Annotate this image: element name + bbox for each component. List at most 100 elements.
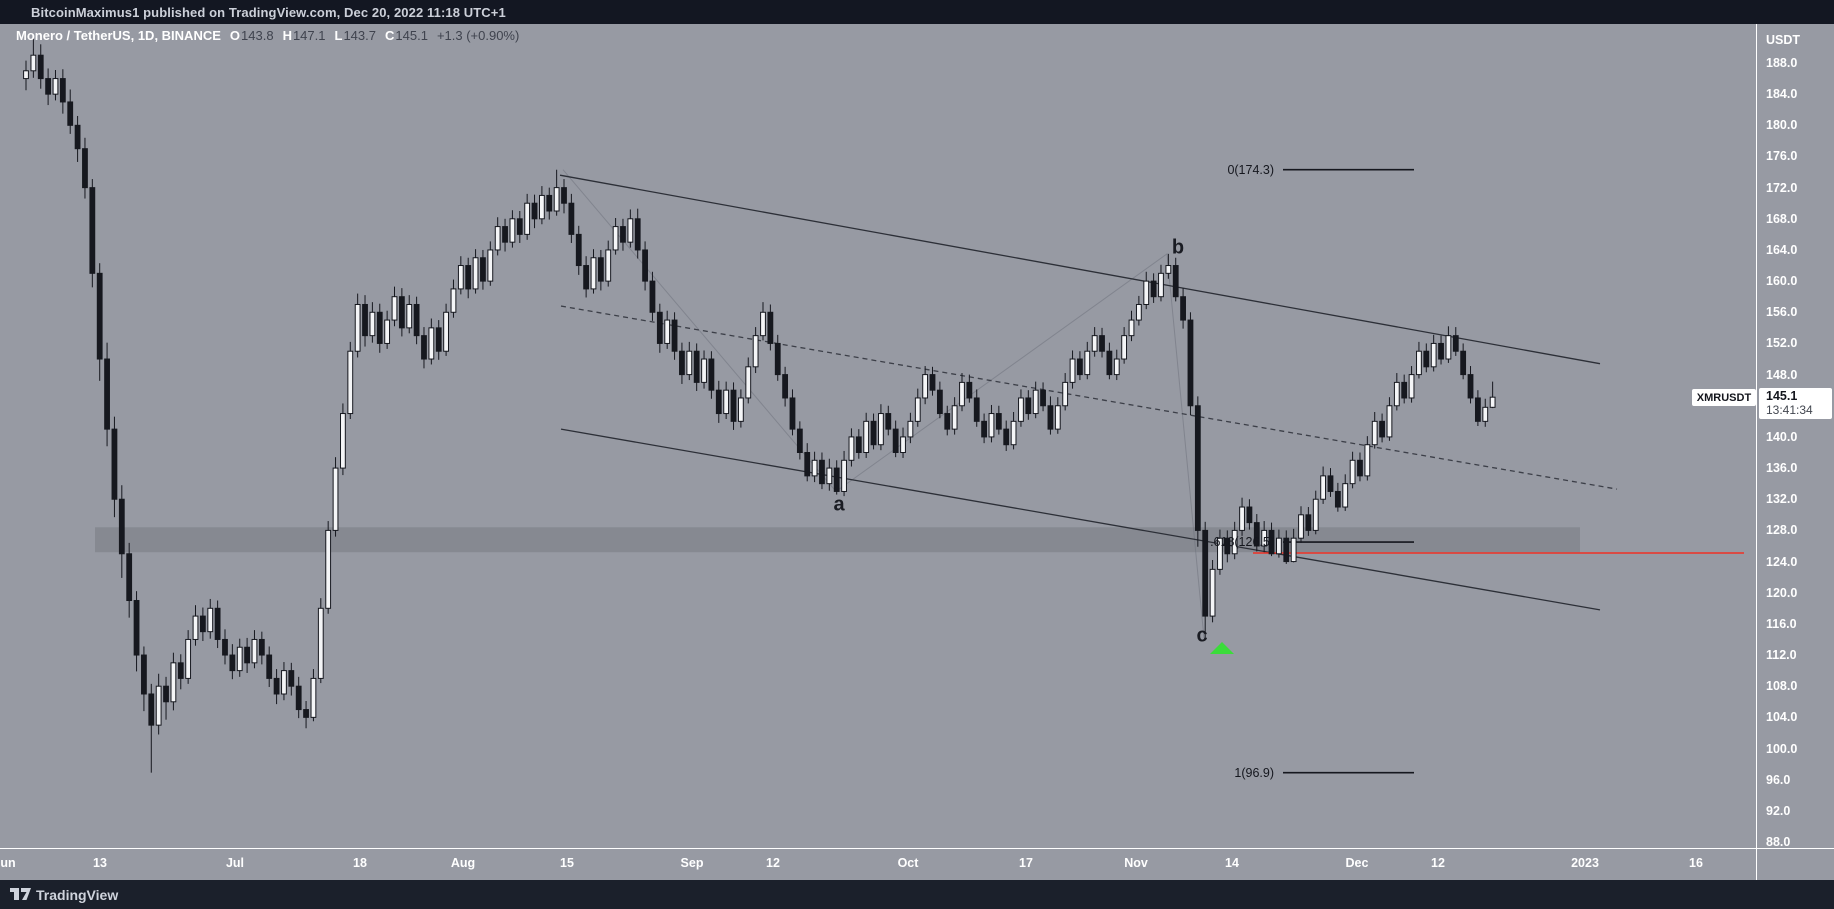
price-axis[interactable]: USDT 188.0 184.0 180.0 176.0 172.0 168.0 164.0… — [1757, 24, 1834, 880]
price-tick-label: 132.0 — [1766, 492, 1798, 507]
candle-body — [1010, 420, 1017, 446]
channel-lower-trendline[interactable] — [560, 428, 1601, 611]
candle-body — [236, 646, 243, 672]
candle-body — [1202, 529, 1209, 617]
time-tick-label: Jul — [225, 856, 245, 870]
candle-body — [406, 303, 413, 329]
candle-body — [1416, 350, 1422, 376]
candle-body — [516, 218, 523, 235]
price-tick-label: 148.0 — [1766, 367, 1798, 382]
candle-body — [1143, 280, 1150, 305]
candle-body — [1334, 490, 1341, 508]
time-tick-label: 15 — [560, 856, 574, 870]
candle-body — [1268, 529, 1275, 555]
candle-body — [1393, 381, 1400, 407]
candle-body — [590, 257, 597, 290]
price-tick-label: 168.0 — [1766, 211, 1798, 226]
candle-body — [1231, 529, 1238, 555]
candle-body — [811, 459, 818, 477]
candle-body — [715, 389, 722, 415]
price-tick-label: 180.0 — [1766, 118, 1798, 133]
candle-body — [1121, 335, 1128, 360]
candle-body — [1423, 350, 1430, 368]
price-tick-label: 100.0 — [1766, 741, 1798, 756]
candle-body — [37, 54, 44, 80]
candle-body — [1091, 335, 1098, 352]
candle-body — [583, 265, 590, 290]
time-axis[interactable]: un 13 Jul 18 Aug 15 Sep 12 Oct 17 Nov 14 Dec 12 2023 16 — [0, 849, 1756, 880]
candle-body — [885, 413, 892, 430]
candle-body — [959, 381, 965, 407]
candle-body — [951, 405, 958, 430]
candle-body — [981, 420, 988, 438]
candle-body — [531, 202, 538, 220]
candle-body — [317, 607, 324, 679]
tradingview-brand-text[interactable]: TradingView — [36, 886, 119, 903]
candle-body — [413, 303, 420, 337]
channel-mid-trendline[interactable] — [560, 305, 1618, 490]
candle-body — [104, 358, 110, 430]
candle-body — [89, 187, 96, 274]
candle-body — [656, 311, 663, 344]
candlestick-series — [23, 38, 1496, 773]
support-zone-rectangle[interactable] — [95, 527, 1580, 553]
candle-body — [362, 303, 368, 337]
candle-body — [163, 685, 169, 703]
candle-body — [568, 202, 575, 235]
candle-body — [23, 70, 29, 80]
price-tick-label: 116.0 — [1766, 616, 1797, 631]
candle-body — [1298, 514, 1304, 539]
candle-body — [1283, 537, 1290, 563]
tradingview-logo-icon[interactable] — [10, 887, 32, 902]
candle-body — [1040, 389, 1046, 407]
time-tick-label: Nov — [1124, 856, 1148, 870]
channel-upper-trendline[interactable] — [559, 174, 1601, 365]
candle-body — [185, 638, 192, 679]
candle-body — [398, 296, 405, 329]
candle-body — [82, 148, 88, 189]
candle-body — [1209, 568, 1216, 617]
price-tick-label: 128.0 — [1766, 523, 1798, 538]
candle-body — [782, 374, 789, 399]
candle-body — [457, 265, 464, 290]
candle-body — [450, 288, 457, 313]
price-tick-label: 156.0 — [1766, 305, 1798, 320]
price-tick-label: 108.0 — [1766, 679, 1798, 694]
candle-body — [701, 358, 707, 383]
candle-body — [1165, 265, 1172, 274]
candle-body — [1460, 350, 1467, 376]
change-value: +1.3 (+0.90%) — [436, 28, 520, 43]
price-tick-label: 112.0 — [1766, 648, 1797, 663]
candle-body — [804, 452, 811, 477]
time-tick-label: 12 — [766, 856, 780, 870]
candle-body — [325, 529, 332, 609]
price-tick-label: 188.0 — [1766, 56, 1798, 70]
candle-body — [1047, 405, 1054, 430]
candle-body — [391, 296, 398, 321]
ohlc-low: L 143.7 — [334, 28, 377, 43]
candle-body — [870, 420, 877, 446]
candle-body — [1401, 381, 1408, 399]
candle-body — [369, 311, 376, 337]
candle-body — [789, 397, 796, 430]
candle-body — [258, 638, 265, 656]
ohlc-close: C 145.1 — [385, 28, 428, 43]
candle-body — [428, 327, 435, 360]
candle-body — [1128, 319, 1135, 337]
candle-body — [347, 350, 354, 415]
candle-body — [1482, 406, 1489, 422]
axis-currency-label: USDT — [1766, 33, 1801, 47]
bar-countdown: 13:41:34 — [1766, 403, 1813, 417]
candle-body — [295, 685, 302, 711]
candle-body — [995, 413, 1002, 430]
buy-marker-triangle-icon[interactable] — [1210, 642, 1234, 655]
candle-body — [730, 389, 737, 422]
symbol-title[interactable]: Monero / TetherUS, 1D, BINANCE — [16, 28, 221, 43]
candle-body — [354, 303, 361, 352]
candle-body — [443, 311, 449, 352]
candle-body — [649, 280, 656, 313]
candle-body — [679, 350, 685, 376]
candle-body — [435, 327, 442, 352]
